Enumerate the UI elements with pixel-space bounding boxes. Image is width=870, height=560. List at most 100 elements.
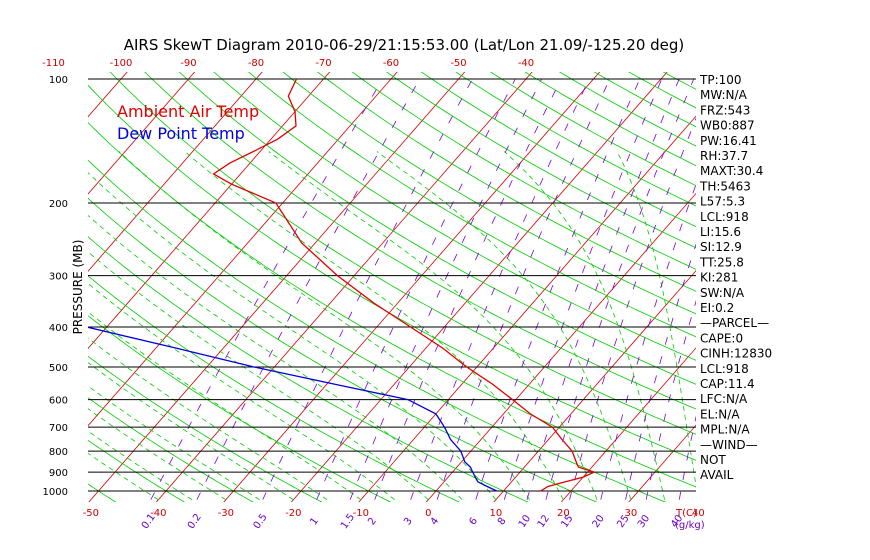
- mixing-ratio-tick-label: 4: [429, 516, 442, 528]
- dry-adiabat-line: [88, 275, 460, 502]
- isotherm-line: [759, 60, 870, 508]
- mixing-ratio-tick-label: 1: [308, 516, 321, 528]
- index-item: TT:25.8: [699, 255, 744, 269]
- temperature-unit-label: T(C): [675, 508, 697, 519]
- dry-adiabat-line: [386, 72, 696, 249]
- index-item: LI:15.6: [700, 225, 741, 239]
- index-item: EL:N/A: [700, 407, 740, 421]
- mixing-ratio-line: [475, 78, 641, 500]
- index-item: CAPE:0: [700, 331, 743, 345]
- top-temperature-tick-label: -100: [110, 58, 133, 69]
- bottom-temperature-tick-labels: -50 -40 -30 -20 -10 0 10 20 30 40: [83, 508, 705, 519]
- index-item: —WIND—: [700, 438, 758, 452]
- mixing-ratio-line: [526, 78, 680, 500]
- dry-adiabat-line: [351, 72, 696, 270]
- dry-adiabat-line: [88, 315, 392, 502]
- ambient-air-temp-line: [212, 78, 597, 492]
- dry-adiabat-line: [88, 439, 185, 502]
- mixing-ratio-line: [436, 78, 611, 500]
- bottom-temperature-tick-label: 20: [557, 508, 570, 519]
- pressure-tick-labels: 1000 900 800 700 600 500 400 300 200 100: [43, 75, 68, 498]
- bottom-temperature-tick-label: -40: [150, 508, 166, 519]
- dry-adiabat-line: [420, 72, 696, 228]
- moist-adiabat-line: [88, 430, 193, 501]
- mixing-ratio-line: [196, 78, 420, 500]
- legend-dew-point-temp: Dew Point Temp: [117, 124, 245, 143]
- index-item: MPL:N/A: [700, 423, 750, 437]
- top-temperature-tick-label: -60: [383, 58, 399, 69]
- mixing-ratio-tick-label: 6: [467, 516, 480, 528]
- dry-adiabat-line: [282, 72, 696, 315]
- pressure-tick-label: 900: [49, 468, 68, 479]
- pressure-tick-label: 200: [49, 199, 68, 210]
- index-item: RH:37.7: [700, 149, 748, 163]
- moist-adiabat-line: [88, 172, 497, 500]
- index-item: SI:12.9: [700, 240, 742, 254]
- mixing-ratio-tick-label: 3: [402, 516, 415, 528]
- isotherm-line: [628, 424, 696, 502]
- legend: Ambient Air Temp Dew Point Temp: [117, 102, 259, 143]
- moist-adiabat-line: [118, 151, 530, 500]
- dry-adiabat-line: [247, 72, 696, 338]
- index-item: WB0:887: [700, 119, 755, 133]
- dry-adiabat-line: [317, 72, 696, 292]
- dry-adiabat-line: [144, 72, 696, 410]
- pressure-tick-label: 800: [49, 447, 68, 458]
- chart-title: AIRS SkewT Diagram 2010-06-29/21:15:53.0…: [124, 36, 685, 54]
- index-item: PW:16.41: [700, 134, 757, 148]
- pressure-tick-label: 300: [49, 272, 68, 283]
- mixing-ratio-line: [503, 78, 663, 500]
- dry-adiabat-line: [88, 159, 667, 502]
- mixing-ratio-tick-label: 0.2: [186, 512, 204, 531]
- moist-adiabat-line: [376, 151, 632, 500]
- isotherm-line: [88, 72, 466, 502]
- bottom-temperature-tick-label: -30: [218, 508, 234, 519]
- mixing-ratio-tick-label: 10: [517, 513, 533, 530]
- isotherm-line: [155, 72, 533, 502]
- dry-adiabat-line: [109, 72, 696, 435]
- pressure-tick-label: 700: [49, 423, 68, 434]
- moist-adiabat-line: [88, 408, 227, 501]
- mixing-ratio-lines: [150, 78, 696, 500]
- index-item: SW:N/A: [700, 286, 745, 300]
- y-axis-label: PRESSURE (MB): [71, 240, 85, 335]
- top-temperature-tick-label: -80: [248, 58, 264, 69]
- index-item: LFC:N/A: [700, 392, 748, 406]
- pressure-tick-label: 600: [49, 396, 68, 407]
- isotherm-line: [0, 60, 70, 508]
- bottom-temperature-tick-label: -10: [353, 508, 369, 519]
- mixing-ratio-line: [625, 243, 696, 500]
- pressure-tick-label: 1000: [43, 487, 68, 498]
- index-item: AVAIL: [700, 468, 734, 482]
- mixing-ratio-tick-label: 20: [591, 513, 607, 530]
- isotherm-line: [223, 72, 601, 502]
- index-item: KI:281: [700, 271, 738, 285]
- dry-adiabat-line: [744, 60, 870, 508]
- mixing-ratio-line: [150, 78, 383, 500]
- sounding-profiles: [88, 78, 597, 492]
- dry-adiabat-line: [524, 72, 696, 167]
- index-item: LCL:918: [700, 362, 749, 376]
- index-item: CAP:11.4: [700, 377, 755, 391]
- isotherm-line: [358, 115, 696, 502]
- bottom-temperature-tick-label: 10: [490, 508, 503, 519]
- index-item: L57:5.3: [700, 195, 745, 209]
- index-item: CINH:12830: [700, 347, 772, 361]
- top-temperature-tick-label: -50: [450, 58, 466, 69]
- index-item: MW:N/A: [700, 88, 748, 102]
- index-item: LCL:918: [700, 210, 749, 224]
- index-item: NOT: [700, 453, 726, 467]
- top-temperature-tick-label: -40: [518, 58, 534, 69]
- isotherm-line: [826, 60, 870, 508]
- mixing-ratio-tick-label: 8: [496, 516, 509, 528]
- dry-adiabat-line: [88, 397, 254, 502]
- mixing-ratio-tick-label: 0.5: [252, 512, 270, 531]
- top-temperature-tick-label: -90: [180, 58, 196, 69]
- mixing-ratio-line: [262, 78, 473, 500]
- mixing-ratio-tick-label: 2: [366, 516, 379, 528]
- index-item: FRZ:543: [700, 103, 750, 117]
- bottom-temperature-tick-label: 0: [425, 508, 431, 519]
- dry-adiabat-line: [88, 483, 117, 502]
